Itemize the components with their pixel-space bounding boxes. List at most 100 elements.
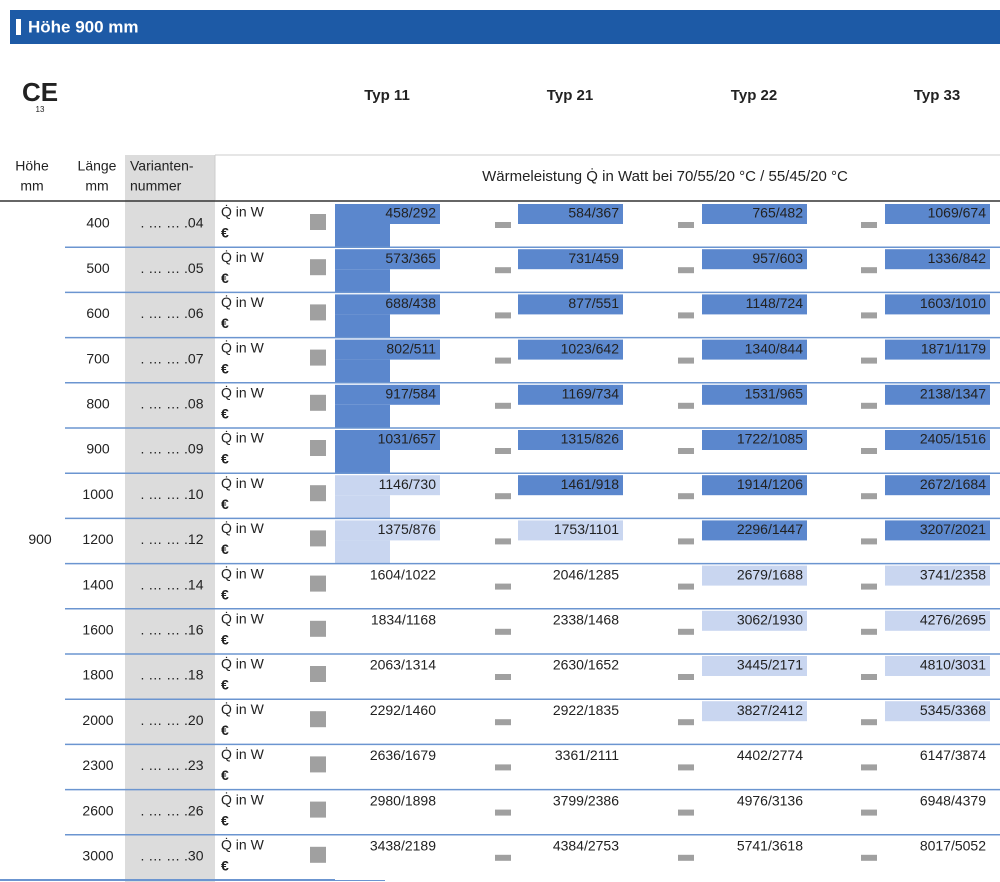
output-label: Q̇ in W <box>221 701 265 717</box>
output-label: Q̇ in W <box>221 656 265 672</box>
value: 1461/918 <box>561 476 620 492</box>
length: 400 <box>86 215 110 231</box>
value-shade <box>885 746 990 767</box>
code-icon <box>310 485 326 502</box>
value: 2636/1679 <box>370 747 436 763</box>
output-label: Q̇ in W <box>221 249 265 265</box>
value-shade <box>702 701 807 722</box>
variant: . … … .10 <box>140 486 203 502</box>
value-shade <box>885 475 990 496</box>
ce-number: 13 <box>36 105 45 114</box>
value-shade <box>518 520 623 541</box>
code-icon <box>861 222 877 228</box>
value: 573/365 <box>385 250 436 266</box>
value: 1375/876 <box>378 521 437 537</box>
value-shade <box>335 269 390 293</box>
value-shade <box>335 791 440 812</box>
code-icon <box>678 448 694 454</box>
value-shade <box>885 656 990 676</box>
code-icon <box>310 756 326 773</box>
value: 688/438 <box>385 295 436 311</box>
value-shade <box>518 701 623 722</box>
code-icon <box>495 583 511 590</box>
value-shade <box>335 384 440 405</box>
value-shade <box>518 384 623 405</box>
value-shade <box>702 791 807 812</box>
ce-symbol: CE <box>22 77 58 107</box>
code-icon <box>861 628 877 635</box>
value-shade <box>335 339 440 360</box>
code-icon <box>678 312 694 319</box>
output-label: Q̇ in W <box>221 294 265 310</box>
value-shade <box>702 656 807 676</box>
code-icon <box>495 448 511 454</box>
value-shade <box>335 565 440 586</box>
value: 3799/2386 <box>553 792 619 808</box>
output-label: Q̇ in W <box>221 204 265 220</box>
value-shade <box>885 384 990 405</box>
code-icon <box>495 402 511 409</box>
price-label: € <box>221 812 229 828</box>
value-shade <box>702 204 807 224</box>
value-shade <box>335 721 390 745</box>
code-icon <box>495 538 511 545</box>
price-label: € <box>221 722 229 738</box>
code-icon <box>861 312 877 319</box>
value: 1914/1206 <box>737 476 803 492</box>
code-icon <box>678 357 694 364</box>
length: 900 <box>86 441 110 457</box>
type-header: Typ 22 <box>731 87 777 104</box>
code-icon <box>678 493 694 500</box>
value: 731/459 <box>568 250 619 266</box>
value-shade <box>702 746 807 767</box>
value: 2630/1652 <box>553 657 619 673</box>
value: 3438/2189 <box>370 838 436 854</box>
code-icon <box>495 267 511 274</box>
price-label: € <box>221 496 229 512</box>
value: 4402/2774 <box>737 747 803 763</box>
value: 6948/4379 <box>920 792 986 808</box>
code-icon <box>310 440 326 456</box>
value: 1023/642 <box>561 340 620 356</box>
value-shade <box>702 520 807 541</box>
variant: . … … .05 <box>140 260 203 276</box>
code-icon <box>310 394 326 411</box>
value: 802/511 <box>386 340 436 356</box>
value: 1315/826 <box>561 431 620 447</box>
value: 4384/2753 <box>553 838 619 854</box>
value-shade <box>335 404 390 428</box>
value: 2338/1468 <box>553 612 619 628</box>
value-shade <box>885 701 990 722</box>
value-shade <box>702 610 807 631</box>
value: 917/584 <box>385 386 436 402</box>
value: 4976/3136 <box>737 792 803 808</box>
value: 1604/1022 <box>370 566 436 582</box>
value-shade <box>518 249 623 270</box>
output-label: Q̇ in W <box>221 610 265 626</box>
value: 2296/1447 <box>737 521 803 537</box>
value: 1531/965 <box>745 386 804 402</box>
height: 900 <box>28 531 52 547</box>
code-icon <box>310 259 326 276</box>
value: 8017/5052 <box>920 838 986 854</box>
value: 2980/1898 <box>370 792 436 808</box>
value-shade <box>885 565 990 586</box>
value: 877/551 <box>568 295 619 311</box>
value-shade <box>702 430 807 450</box>
output-label: Q̇ in W <box>221 384 265 400</box>
value-shade <box>518 475 623 496</box>
code-icon <box>678 583 694 590</box>
title: Höhe 900 mm <box>28 17 139 36</box>
code-icon <box>861 267 877 274</box>
variant: . … … .06 <box>140 305 203 321</box>
value-shade <box>335 359 390 383</box>
value: 3207/2021 <box>920 521 986 537</box>
value: 3062/1930 <box>737 612 803 628</box>
value-shade <box>885 791 990 812</box>
value-shade <box>518 204 623 224</box>
code-icon <box>495 854 511 861</box>
variant: . … … .12 <box>140 531 203 547</box>
type-header: Typ 11 <box>364 87 410 104</box>
value: 5345/3368 <box>920 702 986 718</box>
